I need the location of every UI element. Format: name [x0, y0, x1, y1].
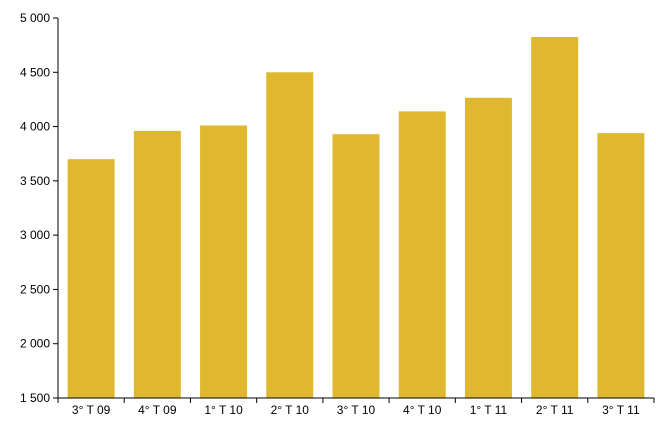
y-tick-label: 5 000: [20, 11, 50, 25]
y-tick-label: 1 500: [20, 391, 50, 405]
x-tick-label: 2° T 11: [536, 403, 574, 417]
x-axis-ticks: 3° T 09 4° T 09 1° T 10 2° T 10 3° T 10 4° T …: [57, 398, 655, 417]
y-axis-ticks: 1 500 2 000 2 500 3 000 3 500 4 000 4 500 5 000: [20, 11, 58, 405]
bar: [67, 159, 115, 398]
x-tick-label: 2° T 10: [271, 403, 310, 417]
y-tick-label: 4 500: [20, 65, 50, 79]
bar: [332, 134, 380, 398]
x-tick-label: 3° T 10: [337, 403, 376, 417]
bar-series: [67, 37, 645, 399]
bar: [200, 125, 248, 398]
x-tick-label: 1° T 11: [470, 403, 508, 417]
x-tick-label: 4° T 10: [403, 403, 442, 417]
y-tick-label: 2 000: [20, 337, 50, 351]
bar: [464, 97, 512, 399]
x-tick-label: 4° T 09: [138, 403, 177, 417]
bar: [266, 72, 314, 399]
bar: [597, 133, 645, 399]
x-tick-label: 3° T 11: [602, 403, 640, 417]
y-tick-label: 4 000: [20, 120, 50, 134]
bar: [398, 111, 446, 398]
bar: [133, 130, 181, 398]
x-tick-label: 3° T 09: [72, 403, 111, 417]
x-tick-label: 1° T 10: [204, 403, 243, 417]
y-tick-label: 3 500: [20, 174, 50, 188]
y-tick-label: 3 000: [20, 228, 50, 242]
bar: [531, 37, 579, 398]
y-tick-label: 2 500: [20, 282, 50, 296]
